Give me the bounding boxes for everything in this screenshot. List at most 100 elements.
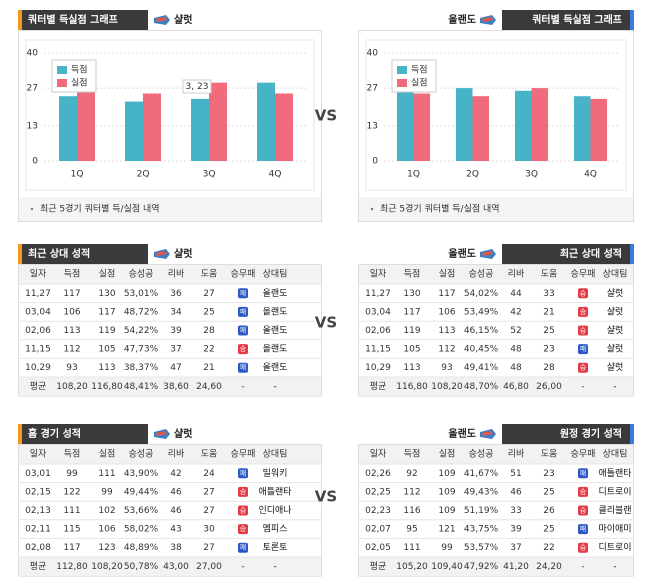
column-header: 리바 [508,269,525,280]
table-cell: 평균 [370,561,387,572]
average-row [19,377,321,396]
table-cell: 112 [403,487,420,497]
table-cell: 올랜도 [263,325,288,336]
table-cell: 99 [101,487,113,497]
result-icon [238,362,248,373]
table-cell: 올랜도 [263,306,288,317]
team-logo-accent [156,17,167,22]
table-cell: 105 [98,345,115,355]
result-label: 패 [240,543,246,552]
result-label: 패 [240,288,246,297]
table-cell: 51 [510,469,521,479]
table-cell: 54,22% [124,326,159,336]
bar [143,93,161,161]
average-row [19,557,321,576]
result-icon [578,362,588,373]
table-cell: 마이애미 [598,524,631,535]
table-cell: 117 [98,307,115,317]
table-cell: 113 [98,363,115,373]
table-cell: - [581,562,584,572]
table-cell: 39 [510,525,522,535]
header-title: 쿼터별 득실점 그래프 [28,13,118,26]
result-icon [238,344,248,355]
table-cell: 46 [170,506,182,516]
header-accent [630,424,634,444]
header-accent [630,244,634,264]
table-cell: 올랜도 [263,288,288,299]
table-cell: 36 [170,289,182,299]
column-header: 실점 [439,268,456,280]
team-logo-accent [156,251,167,256]
table-cell: 117 [403,307,420,317]
result-label: 패 [580,524,586,533]
table-cell: 119 [98,326,115,336]
column-header: 일자 [370,269,387,280]
x-tick-label: 2Q [137,170,150,180]
column-header: 실점 [439,448,456,460]
table-cell: 인디애나 [258,505,291,516]
table-cell: 39 [170,326,182,336]
x-tick-label: 3Q [525,170,538,180]
column-header: 득점 [404,448,421,460]
table-cell: 130 [403,289,420,299]
note-bar [19,197,321,221]
table-cell: 25 [543,487,554,497]
result-icon [578,505,588,516]
table-cell: 38,60 [163,382,189,392]
table-cell: - [613,382,616,392]
column-header: 상대팀 [603,448,628,460]
header-title: 최근 상대 성적 [28,247,90,260]
column-header: 승무패 [571,449,596,460]
column-header: 일자 [370,449,387,460]
table-cell: 26,00 [536,382,562,392]
table-frame [18,444,322,577]
table-cell: 22 [543,543,554,553]
table-cell: 108,20 [431,382,463,392]
table-cell: - [581,382,584,392]
x-tick-label: 1Q [407,170,420,180]
column-header: 승성공 [129,269,154,280]
column-header: 리바 [508,449,525,460]
table-cell: 113 [63,326,80,336]
table-cell: 27 [203,289,214,299]
header-bar [18,424,148,444]
team-name: 올랜도 [448,13,476,26]
team-logo-accent [482,251,493,256]
result-icon [238,524,248,535]
table-cell: 106 [438,307,455,317]
table-cell: 93 [441,363,452,373]
header-accent [18,244,22,264]
table-cell: 119 [403,326,420,336]
note-bar [359,197,633,221]
bar [209,82,227,161]
table-cell: 샬럿 [607,324,624,336]
table-cell: 99 [66,469,78,479]
table-cell: 41,20 [503,562,529,572]
bar [59,96,77,161]
table-cell: 46,80 [503,382,529,392]
column-header: 상대팀 [263,268,288,280]
legend-swatch [57,79,67,87]
team-name: 올랜도 [448,247,476,260]
table-cell: 115 [63,525,80,535]
table-cell: 111 [63,506,80,516]
table-cell: 116,80 [396,382,428,392]
average-row [359,557,633,576]
table-cell: 47,92% [464,562,499,572]
table-cell: 51,19% [464,506,499,516]
result-label: 승 [240,507,247,515]
y-tick-label: 40 [27,49,39,59]
table-cell: 11,15 [25,345,51,355]
result-label: 승 [580,488,587,496]
table-cell: 02,11 [25,525,51,535]
table-cell: 48 [510,363,522,373]
table-cell: 53,57% [464,543,499,553]
table-cell: 10,29 [25,363,51,373]
table-head [19,445,321,464]
column-header: 도움 [541,269,558,280]
table-cell: 02,23 [365,506,391,516]
table-cell: 44 [510,289,522,299]
table-cell: 105 [403,345,420,355]
table-cell: 113 [438,326,455,336]
table-cell: 샬럿 [607,343,624,355]
